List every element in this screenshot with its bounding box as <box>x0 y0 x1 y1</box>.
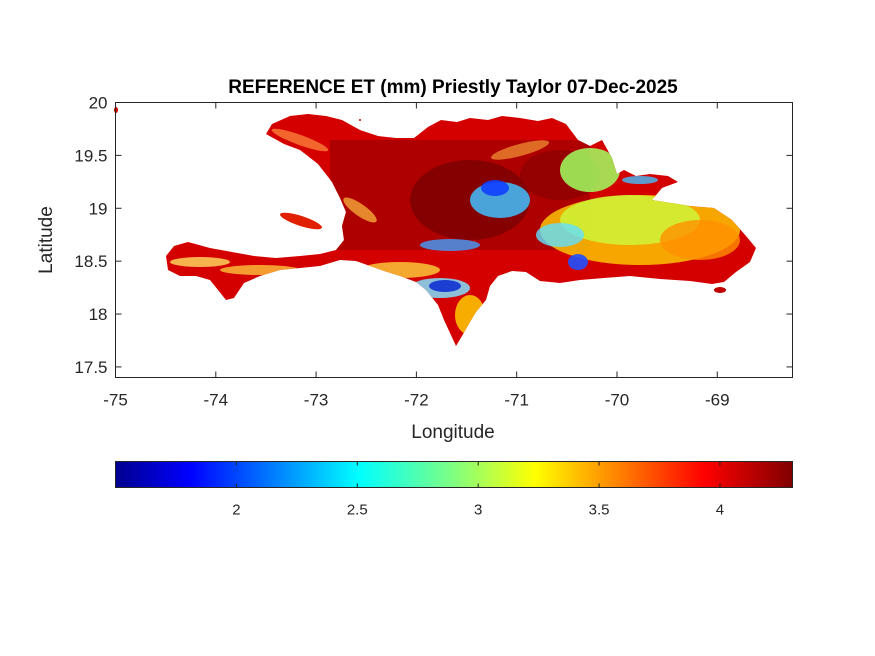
x-tick-label: -69 <box>705 391 730 410</box>
map-area <box>114 107 756 346</box>
colorbar-tick-label: 2 <box>232 502 240 519</box>
axes-frame <box>115 102 793 378</box>
saona-island <box>714 287 726 293</box>
colorbar-tick-label: 3 <box>474 502 482 519</box>
x-tick-label: -74 <box>204 391 229 410</box>
x-tick-label: -73 <box>304 391 329 410</box>
x-axis-label: Longitude <box>411 422 494 443</box>
y-tick-label: 19.5 <box>74 146 107 165</box>
colorbar <box>115 461 793 488</box>
y-tick-label: 20 <box>89 94 108 113</box>
x-tick-label: -71 <box>504 391 529 410</box>
x-tick-label: -70 <box>605 391 630 410</box>
y-tick-label: 19 <box>89 199 108 218</box>
chart-title: REFERENCE ET (mm) Priestly Taylor 07-Dec… <box>228 77 678 98</box>
x-axis: -75 -74 -73 -72 -71 -70 -69 <box>103 102 730 410</box>
y-axis-label: Latitude <box>36 206 57 274</box>
y-tick-label: 17.5 <box>74 358 107 377</box>
et-heatmap <box>166 114 756 346</box>
colorbar-tick-label: 3.5 <box>589 502 610 519</box>
colorbar-ticks: 2 2.5 3 3.5 4 <box>232 461 724 519</box>
gonave-island <box>280 212 322 230</box>
x-tick-label: -75 <box>103 391 128 410</box>
y-tick-label: 18 <box>89 305 108 324</box>
x-tick-label: -72 <box>404 391 429 410</box>
colorbar-tick-label: 4 <box>716 502 724 519</box>
colorbar-tick-label: 2.5 <box>347 502 368 519</box>
tortuga-island <box>359 119 361 121</box>
y-axis: 20 19.5 19 18.5 18 17.5 <box>74 94 793 377</box>
y-tick-label: 18.5 <box>74 252 107 271</box>
